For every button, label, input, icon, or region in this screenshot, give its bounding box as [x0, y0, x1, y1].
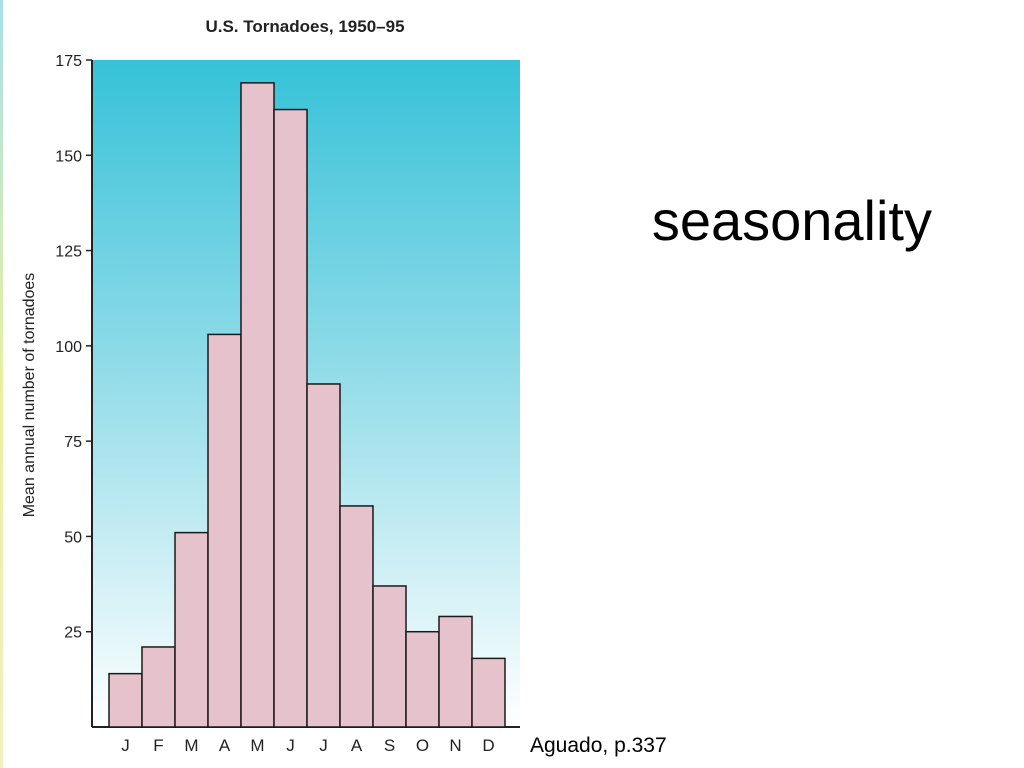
bars-group [108, 82, 506, 728]
x-tick-label-6: J [286, 736, 295, 755]
bar-8 [339, 505, 374, 728]
x-tick-label-11: N [449, 736, 461, 755]
x-tick-label-10: O [416, 736, 429, 755]
x-tick-label-5: M [250, 736, 264, 755]
slide-heading: seasonality [651, 189, 932, 252]
bar-2 [141, 646, 176, 728]
y-tick-label-125: 125 [55, 244, 82, 261]
x-tick-label-4: A [219, 736, 231, 755]
bar-6 [273, 108, 308, 728]
y-tick-label-75: 75 [64, 434, 82, 451]
bar-7 [306, 383, 341, 728]
bar-12 [471, 657, 506, 728]
bar-3 [174, 531, 209, 728]
bar-11 [438, 615, 473, 728]
bar-4 [207, 333, 242, 728]
y-axis-label: Mean annual number of tornadoes [21, 273, 38, 518]
y-tick-label-175: 175 [55, 53, 82, 70]
x-tick-label-1: J [121, 736, 130, 755]
bar-1 [108, 672, 143, 728]
y-tick-label-100: 100 [55, 339, 82, 356]
slide-edge-strip [0, 0, 3, 768]
y-ticks-group: 25 50 75 100 125 150 175 [55, 53, 92, 642]
chart-title: U.S. Tornadoes, 1950–95 [205, 17, 404, 36]
x-tick-label-12: D [482, 736, 494, 755]
bar-9 [372, 585, 407, 728]
x-tick-label-3: M [184, 736, 198, 755]
x-tick-label-9: S [384, 736, 395, 755]
bar-5 [240, 82, 275, 728]
bar-10 [405, 630, 440, 728]
x-tick-label-8: A [351, 736, 363, 755]
x-tick-label-7: J [319, 736, 328, 755]
y-tick-label-50: 50 [64, 529, 82, 546]
source-citation: Aguado, p.337 [530, 734, 667, 757]
y-tick-label-25: 25 [64, 625, 82, 642]
x-tick-label-2: F [153, 736, 163, 755]
y-tick-label-150: 150 [55, 148, 82, 165]
